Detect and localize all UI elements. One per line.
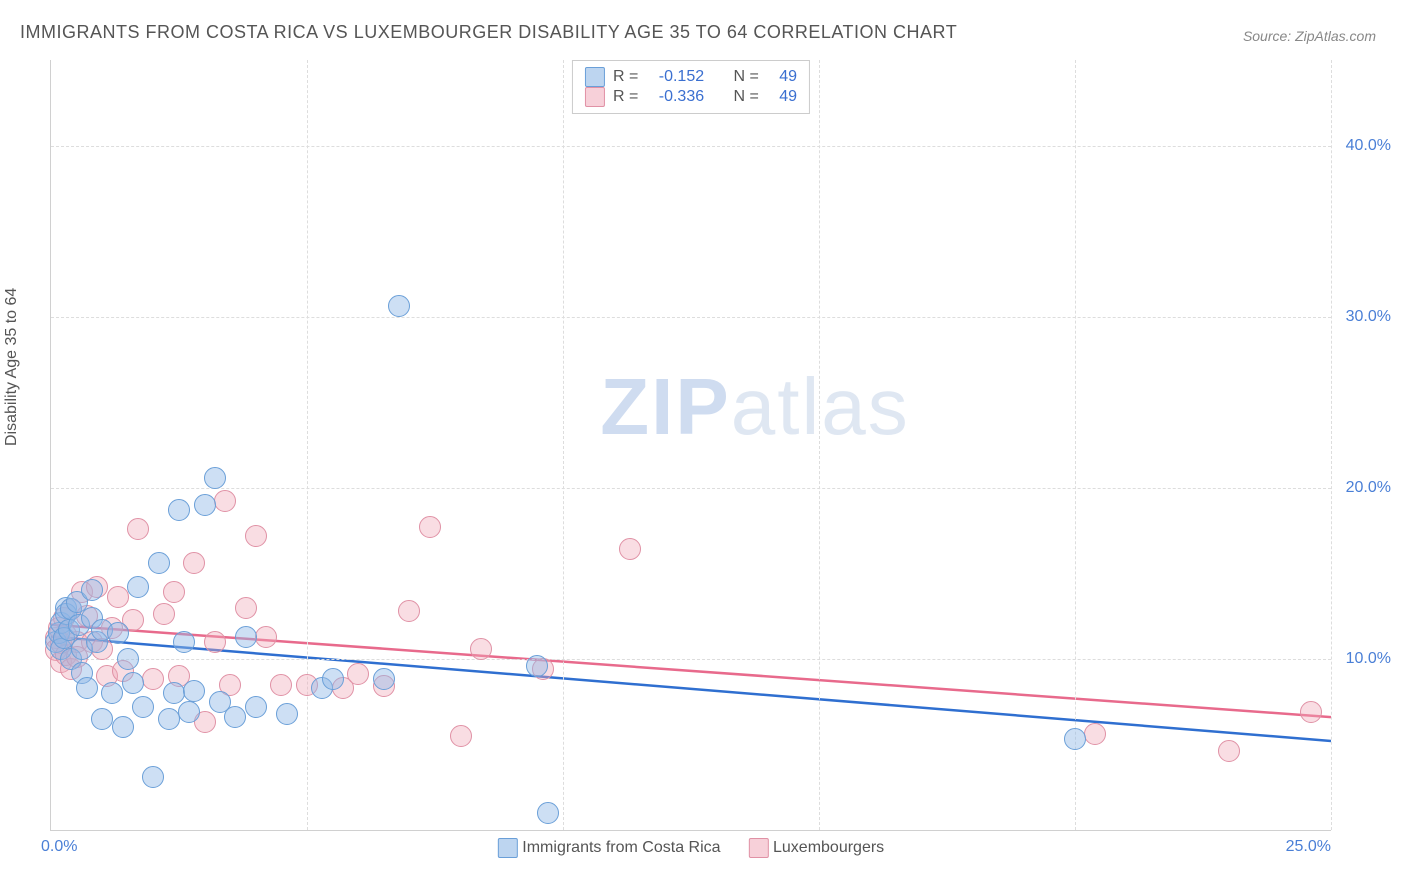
data-point-a (107, 622, 129, 644)
y-tick-label: 30.0% (1346, 308, 1391, 326)
data-point-b (270, 674, 292, 696)
data-point-b (419, 516, 441, 538)
data-point-a (224, 706, 246, 728)
data-point-a (276, 703, 298, 725)
legend-row-a: R = -0.152 N = 49 (585, 67, 797, 87)
data-point-b (163, 581, 185, 603)
y-tick-label: 20.0% (1346, 479, 1391, 497)
data-point-b (107, 586, 129, 608)
legend-item-b: Luxembourgers (749, 838, 885, 858)
data-point-a (178, 701, 200, 723)
data-point-a (142, 766, 164, 788)
data-point-a (322, 668, 344, 690)
data-point-a (117, 648, 139, 670)
data-point-a (112, 716, 134, 738)
data-point-a (373, 668, 395, 690)
data-point-a (163, 682, 185, 704)
data-point-a (1064, 728, 1086, 750)
legend-series: Immigrants from Costa Rica Luxembourgers (498, 838, 884, 858)
data-point-b (1084, 723, 1106, 745)
data-point-a (194, 494, 216, 516)
y-tick-label: 40.0% (1346, 137, 1391, 155)
data-point-b (619, 538, 641, 560)
data-point-b (204, 631, 226, 653)
swatch-b2-icon (749, 838, 769, 858)
data-point-a (183, 680, 205, 702)
data-point-b (235, 597, 257, 619)
data-point-a (122, 672, 144, 694)
data-point-a (76, 677, 98, 699)
x-gridline (1331, 60, 1332, 830)
chart-title: IMMIGRANTS FROM COSTA RICA VS LUXEMBOURG… (20, 22, 957, 43)
data-point-b (153, 603, 175, 625)
data-point-b (245, 525, 267, 547)
data-point-b (470, 638, 492, 660)
legend-correlation: R = -0.152 N = 49 R = -0.336 N = 49 (572, 60, 810, 114)
y-gridline (51, 488, 1331, 489)
data-point-a (91, 708, 113, 730)
data-point-a (388, 295, 410, 317)
data-point-b (450, 725, 472, 747)
x-tick-min: 0.0% (41, 838, 77, 856)
data-point-b (183, 552, 205, 574)
x-gridline (819, 60, 820, 830)
y-gridline (51, 317, 1331, 318)
data-point-b (127, 518, 149, 540)
x-gridline (563, 60, 564, 830)
y-gridline (51, 146, 1331, 147)
data-point-a (245, 696, 267, 718)
data-point-a (168, 499, 190, 521)
data-point-a (101, 682, 123, 704)
data-point-a (127, 576, 149, 598)
data-point-a (204, 467, 226, 489)
source-label: Source: ZipAtlas.com (1243, 28, 1376, 44)
data-point-a (235, 626, 257, 648)
plot-area: ZIPatlas R = -0.152 N = 49 R = -0.336 N … (50, 60, 1331, 831)
data-point-a (148, 552, 170, 574)
data-point-b (142, 668, 164, 690)
y-gridline (51, 659, 1331, 660)
data-point-a (173, 631, 195, 653)
legend-row-b: R = -0.336 N = 49 (585, 87, 797, 107)
y-tick-label: 10.0% (1346, 650, 1391, 668)
data-point-a (526, 655, 548, 677)
data-point-a (537, 802, 559, 824)
data-point-b (398, 600, 420, 622)
x-tick-max: 25.0% (1286, 838, 1331, 856)
data-point-b (1218, 740, 1240, 762)
x-gridline (1075, 60, 1076, 830)
data-point-b (1300, 701, 1322, 723)
y-axis-label: Disability Age 35 to 64 (3, 288, 21, 446)
trend-line-a (51, 637, 1331, 741)
swatch-a2-icon (498, 838, 518, 858)
data-point-a (132, 696, 154, 718)
data-point-a (81, 579, 103, 601)
x-gridline (307, 60, 308, 830)
swatch-b-icon (585, 87, 605, 107)
data-point-b (255, 626, 277, 648)
legend-item-a: Immigrants from Costa Rica (498, 838, 721, 858)
data-point-a (158, 708, 180, 730)
data-point-b (214, 490, 236, 512)
data-point-b (347, 663, 369, 685)
watermark: ZIPatlas (600, 361, 909, 453)
swatch-a-icon (585, 67, 605, 87)
